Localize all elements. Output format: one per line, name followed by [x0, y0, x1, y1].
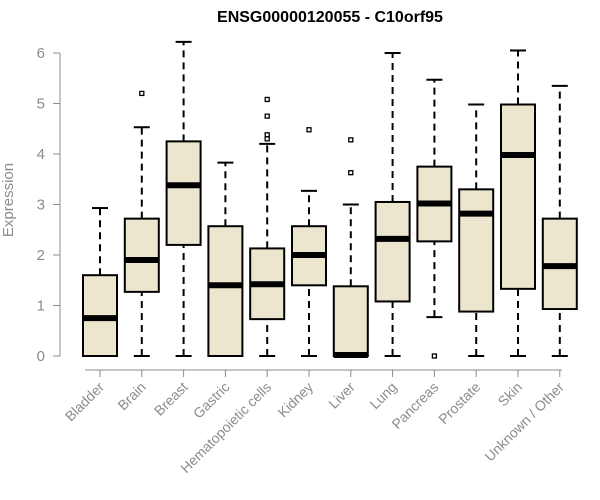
- y-ticks: 0 1 2 3 4 5 6: [37, 45, 60, 365]
- box-iqr: [458, 188, 495, 313]
- x-tick-label: Bladder: [62, 379, 108, 425]
- box-iqr: [500, 103, 536, 290]
- boxplot-liver: [332, 137, 369, 358]
- boxplot-prostate: [458, 103, 495, 357]
- box-iqr: [123, 217, 160, 293]
- x-tick-label: Lung: [366, 379, 399, 412]
- outlier-point: [264, 132, 270, 138]
- boxplot-bladder: [82, 207, 118, 358]
- outlier-point: [431, 353, 438, 359]
- box-iqr: [332, 285, 369, 357]
- chart-title: ENSG00000120055 - C10orf95: [217, 9, 443, 26]
- x-tick-label: Breast: [151, 379, 191, 419]
- box-iqr: [374, 200, 411, 303]
- outlier-point: [264, 96, 270, 103]
- boxplot-unknown-other: [541, 84, 578, 357]
- y-axis-label: Expression: [0, 163, 17, 237]
- x-tick-label: Brain: [114, 379, 148, 413]
- x-tick-label: Skin: [495, 379, 526, 410]
- y-tick-label: 1: [37, 298, 45, 315]
- x-tick-label: Kidney: [275, 379, 317, 421]
- y-tick-label: 5: [37, 96, 45, 113]
- outlier-point: [264, 113, 270, 119]
- y-tick-label: 2: [37, 247, 45, 264]
- boxplot-skin: [500, 49, 536, 357]
- boxplot-gastric: [207, 161, 244, 357]
- outlier-point: [348, 170, 354, 176]
- boxplot-lung: [374, 52, 411, 357]
- boxplot-breast: [165, 40, 202, 357]
- boxplot-pancreas: [416, 78, 453, 359]
- boxplots: [82, 40, 578, 359]
- y-tick-label: 4: [37, 146, 45, 163]
- y-tick-label: 3: [37, 197, 45, 214]
- outlier-point: [348, 137, 354, 143]
- outlier-point: [306, 127, 312, 133]
- outlier-point: [139, 90, 145, 97]
- boxplot-kidney: [291, 127, 327, 357]
- x-tick-label: Unknown / Other: [481, 379, 567, 465]
- y-tick-label: 0: [37, 348, 45, 365]
- boxplot-hematopoietic-cells: [249, 96, 286, 357]
- boxplot-brain: [123, 90, 160, 357]
- y-tick-label: 6: [37, 45, 45, 62]
- box-iqr: [165, 140, 202, 246]
- x-tick-label: Prostate: [435, 379, 483, 427]
- x-tick-label: Liver: [325, 379, 358, 412]
- box-iqr: [207, 225, 244, 357]
